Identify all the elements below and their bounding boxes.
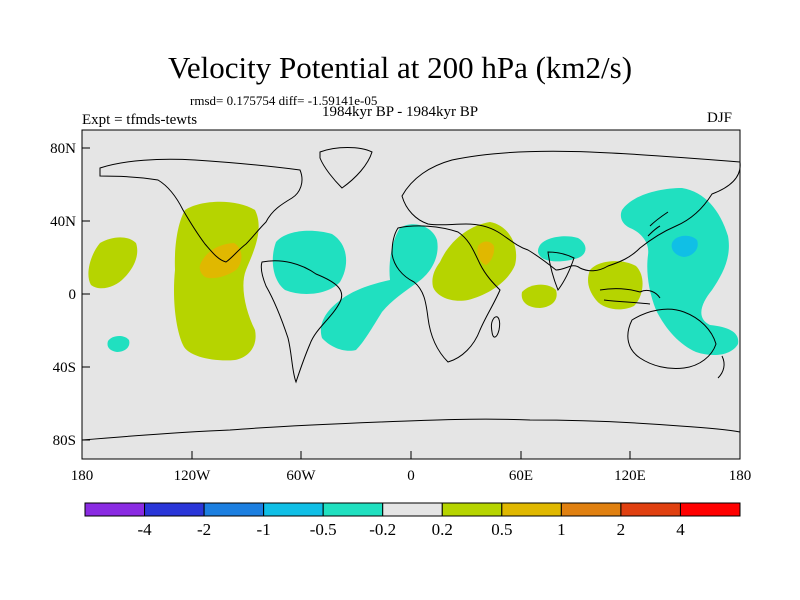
- lat-tick-label: 0: [69, 287, 77, 303]
- anomaly-fields: [88, 188, 739, 361]
- coastline-india: [547, 251, 575, 292]
- coastline-madagascar: [490, 316, 501, 338]
- colorbar-box: [263, 502, 324, 517]
- positive-region-central-pacific: [88, 237, 138, 289]
- coastline-north-america: [99, 158, 303, 263]
- positive-region-indian-ocean: [521, 284, 557, 308]
- lon-tick-label: 120E: [614, 468, 646, 484]
- coastline-indonesia: [599, 288, 661, 305]
- colorbar-box: [560, 502, 622, 517]
- colorbar-label: 0.5: [491, 520, 512, 539]
- colorbar-box: [441, 502, 503, 517]
- colorbar-label: -2: [197, 520, 211, 539]
- positive-region-east-pacific: [173, 201, 259, 361]
- coastline-japan: [647, 211, 669, 237]
- coastline-europe-asia: [401, 150, 741, 272]
- colorbar-box: [679, 502, 741, 517]
- colorbar-box: [144, 502, 205, 517]
- positive-core-arabia: [477, 241, 495, 265]
- negative-region-west-pacific: [620, 188, 739, 356]
- negative-core-west-pacific: [671, 235, 698, 257]
- coastlines: [81, 147, 741, 441]
- latitude-axis: 80N 40N 0 40S 80S: [50, 141, 90, 449]
- colorbar-box: [620, 502, 681, 517]
- colorbar-label: 2: [617, 520, 626, 539]
- colorbar-labels: -4 -2 -1 -0.5 -0.2 0.2 0.5 1 2 4: [137, 520, 685, 539]
- season-label: DJF: [707, 110, 733, 126]
- colorbar-box: [322, 502, 384, 517]
- lon-tick-label: 180: [71, 468, 94, 484]
- negative-region-south-america-atlantic: [320, 224, 438, 351]
- coastline-south-america: [260, 260, 343, 384]
- period-label: 1984kyr BP - 1984kyr BP: [322, 104, 479, 120]
- lon-tick-label: 60W: [286, 468, 316, 484]
- coastline-greenland: [319, 147, 373, 189]
- lon-tick-label: 0: [407, 468, 415, 484]
- colorbar-box: [501, 502, 562, 517]
- lat-tick-label: 80S: [53, 433, 76, 449]
- colorbar-label: -1: [257, 520, 271, 539]
- lon-tick-label: 120W: [174, 468, 212, 484]
- colorbar-label: 1: [557, 520, 566, 539]
- lat-tick-label: 40S: [53, 360, 76, 376]
- colorbar-label: 0.2: [432, 520, 453, 539]
- positive-core-mexico: [199, 243, 242, 279]
- coastline-africa: [391, 225, 501, 363]
- coastline-antarctica: [81, 418, 741, 441]
- experiment-label: Expt = tfmds-tewts: [82, 112, 198, 128]
- lat-tick-label: 40N: [50, 214, 76, 230]
- colorbar-label: -4: [137, 520, 152, 539]
- plot-title: Velocity Potential at 200 hPa (km2/s): [167, 50, 633, 85]
- negative-region-south-asia: [537, 236, 586, 262]
- lon-tick-label: 180: [729, 468, 752, 484]
- negative-region-southeast-pacific: [107, 335, 130, 352]
- colorbar-label: 4: [676, 520, 685, 539]
- colorbar-box: [382, 502, 443, 517]
- longitude-axis: 180 120W 60W 0 60E 120E 180: [71, 451, 752, 484]
- negative-region-caribbean: [272, 230, 347, 294]
- colorbar-label: -0.5: [310, 520, 337, 539]
- lon-tick-label: 60E: [509, 468, 533, 484]
- colorbar-box: [84, 502, 146, 517]
- positive-region-africa-arabia: [432, 222, 517, 301]
- coastline-australia: [627, 308, 717, 369]
- coastline-new-zealand: [717, 355, 725, 379]
- colorbar: [84, 502, 741, 517]
- colorbar-box: [203, 502, 265, 517]
- positive-region-maritime-continent: [588, 261, 643, 310]
- colorbar-label: -0.2: [369, 520, 396, 539]
- lat-tick-label: 80N: [50, 141, 76, 157]
- stats-label: rmsd= 0.175754 diff= -1.59141e-05: [190, 93, 378, 108]
